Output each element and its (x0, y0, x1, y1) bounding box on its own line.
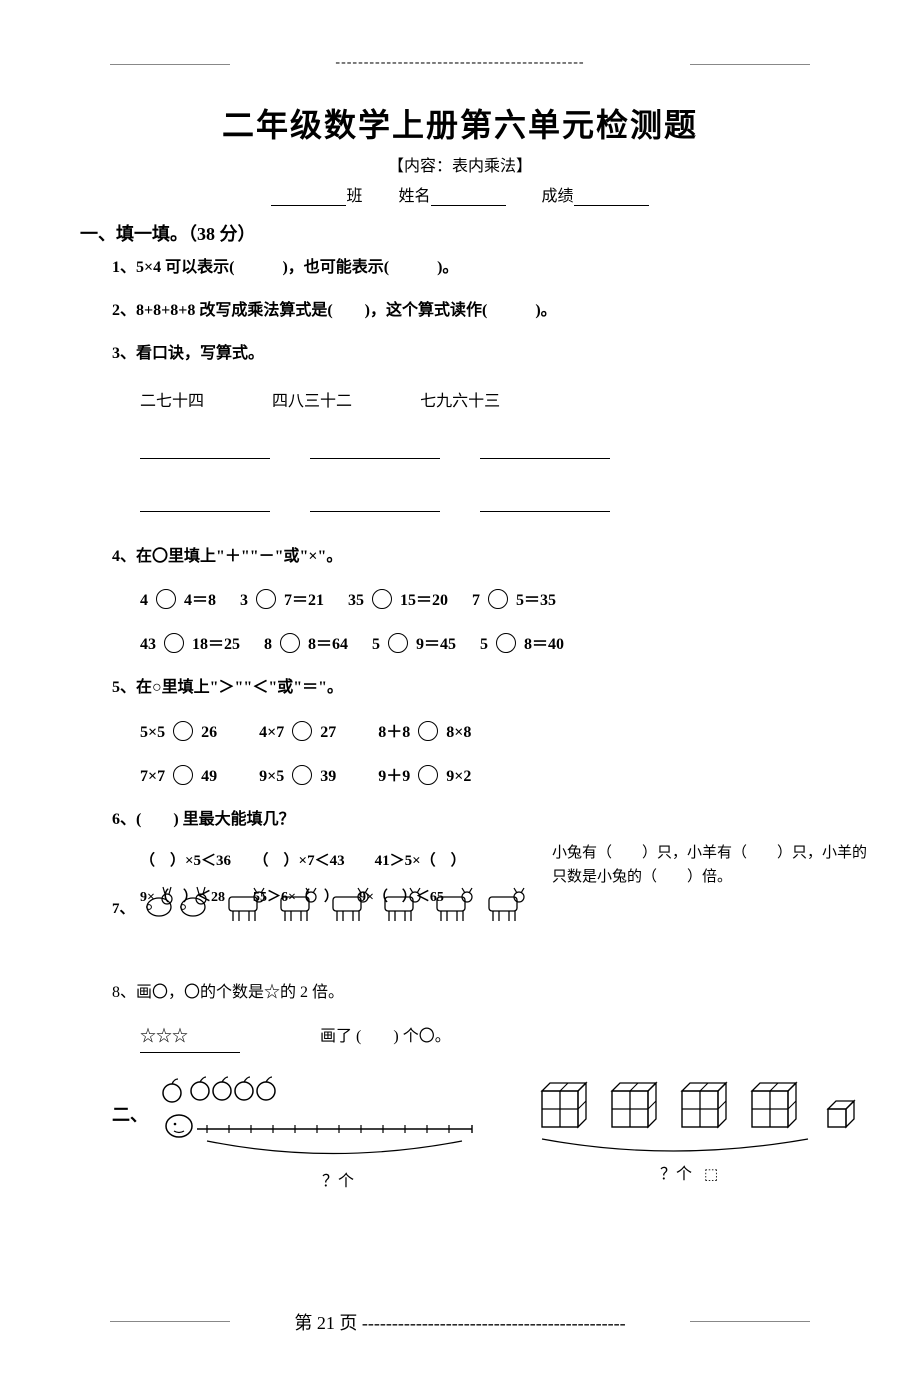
name-line: 班 姓名 成绩 (80, 182, 840, 206)
question-4-row2: 43 18＝258 8＝645 9＝455 8＝40 (140, 630, 840, 654)
question-8-blank-line (140, 1052, 240, 1053)
question-3-stem: 3、看口诀，写算式。 (112, 340, 840, 367)
question-3-blanks-2 (140, 490, 840, 525)
page-title: 二年级数学上册第六单元检测题 (80, 100, 840, 146)
question-2: 2、8+8+8+8 改写成乘法算式是( )，这个算式读作( )。 (112, 297, 840, 324)
bottom-figures: 二、 ？个 (112, 1071, 830, 1221)
section-b-heading: 二、 (112, 1101, 148, 1127)
figure-cubes: ？个 ⬚ (532, 1071, 892, 1201)
question-7-text: 小兔有（ ）只，小羊有（ ）只，小羊的只数是小兔的（ ）倍。 (552, 841, 872, 889)
question-8-stars: ☆☆☆ (140, 1028, 188, 1045)
question-7-label: 7、 (112, 897, 135, 918)
question-8-stars-line: ☆☆☆ 画了 ( ) 个〇。 (140, 1022, 840, 1046)
header-rule: ----------------------------------------… (110, 58, 810, 71)
svg-text:⬚: ⬚ (704, 1167, 718, 1183)
footer-page: 第 21 页 (294, 1313, 357, 1333)
class-label: 班 (346, 188, 362, 205)
footer-dashes: ----------------------------------------… (362, 1313, 626, 1333)
name-label: 姓名 (398, 188, 430, 205)
footer: 第 21 页 ---------------------------------… (110, 1309, 810, 1335)
question-6-stem: 6、( ) 里最大能填几？ (112, 806, 840, 833)
svg-text:？个: ？个 (660, 1165, 692, 1183)
question-1: 1、5×4 可以表示( )，也可能表示( )。 (112, 254, 840, 281)
question-4-stem: 4、在〇里填上"＋""－"或"×"。 (112, 543, 840, 570)
question-6-row1: （ ）×5＜36 （ ）×7＜43 41＞5×（ ） (140, 849, 466, 870)
svg-text:9×（ ）＜28 55＞6×（ ） 9×（ ）＜65: 9×（ ）＜28 55＞6×（ ） 9×（ ）＜65 (140, 889, 444, 905)
question-5-stem: 5、在○里填上"＞""＜"或"＝"。 (112, 674, 840, 701)
question-5-row1: 5×5 264×7 278＋8 8×8 (140, 718, 840, 742)
question-5-row2: 7×7 499×5 399＋9 9×2 (140, 762, 840, 786)
question-4-row1: 4 4＝83 7＝2135 15＝207 5＝35 (140, 586, 840, 610)
score-label: 成绩 (542, 188, 574, 205)
q3-item-3: 七九六十三 (420, 393, 500, 410)
header-dashes: ----------------------------------------… (110, 55, 810, 71)
figure-apples: ？个 (152, 1071, 492, 1201)
question-6-7-block: （ ）×5＜36 （ ）×7＜43 41＞5×（ ） (112, 849, 840, 939)
question-8-drew: 画了 ( ) 个〇。 (320, 1028, 451, 1045)
question-3-blanks-1 (140, 437, 840, 472)
subtitle: 【内容：表内乘法】 (80, 152, 840, 176)
question-6-row2-with-animals: 9×（ ）＜28 55＞6×（ ） 9×（ ）＜65 (140, 881, 570, 925)
question-3-items: 二七十四 四八三十二 七九六十三 (140, 384, 840, 419)
section-a-heading: 一、填一填。（38 分） (80, 220, 840, 246)
q3-item-1: 二七十四 (140, 393, 204, 410)
q3-item-2: 四八三十二 (272, 393, 352, 410)
question-8-stem: 8、画〇，〇的个数是☆的 2 倍。 (112, 979, 840, 1006)
figure-apples-caption: ？个 (322, 1172, 354, 1190)
